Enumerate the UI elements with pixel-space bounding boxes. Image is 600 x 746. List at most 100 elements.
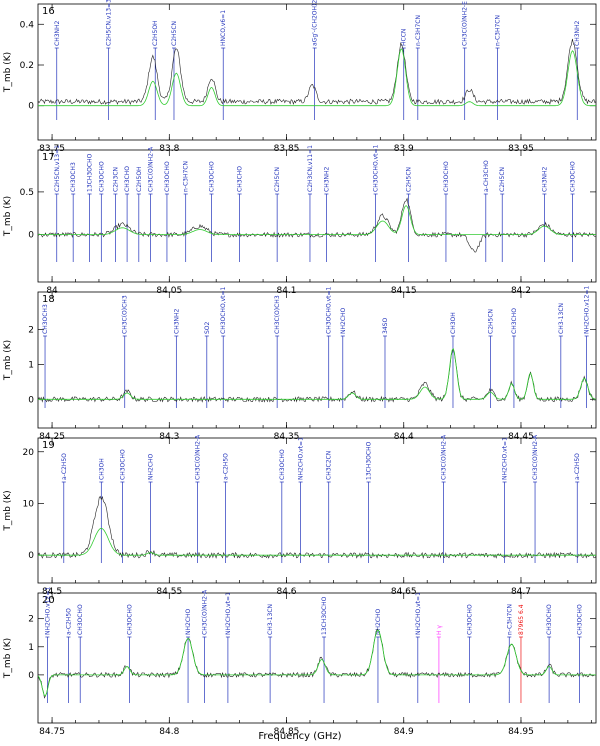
- line-marker-label: CH3C(O)CH3: [274, 295, 281, 334]
- observed-spectrum: [37, 348, 597, 403]
- line-marker-label: C2H5CN: [274, 167, 281, 192]
- line-marker-label: CH3OCHO: [126, 604, 133, 635]
- line-marker-label: aGg'-(CH2OH)2: [312, 0, 319, 46]
- y-tick-label: 0: [28, 671, 34, 681]
- line-marker-label: n-C3H7CN: [183, 161, 190, 192]
- x-tick-label: 84.3: [159, 432, 179, 442]
- y-axis-label: T_mb (K): [3, 638, 13, 679]
- line-marker-label: CH3OCHO: [77, 604, 84, 635]
- line-marker-label: a-C2H5O: [61, 453, 68, 480]
- line-marker-label: HNCO,v6=1: [220, 10, 227, 46]
- panel-18: 18 T_mb (K) 84.25 84.3 84.35 84.4 84.45 0 1 2 CH3O…: [3, 286, 597, 442]
- panel-frame: [37, 592, 597, 724]
- x-tick-label: 84.85: [274, 727, 300, 737]
- line-marker-label: HCCN: [401, 29, 408, 46]
- x-tick-label: 84.05: [156, 286, 182, 296]
- line-marker-label: NH2CHO,v12=1: [584, 286, 591, 334]
- line-marker-label: n-C3H7CN: [415, 15, 422, 46]
- line-marker-label: CH3OCHO: [98, 161, 105, 192]
- panel-16: 16 T_mb (K) 83.75 83.8 83.85 83.9 83.95 0 0.2 0.4…: [3, 0, 597, 154]
- y-axis-label: T_mb (K): [3, 196, 13, 237]
- panel-frame: [37, 149, 597, 283]
- x-tick-label: 84.5: [42, 587, 62, 597]
- line-marker-label: CH3NH2: [173, 308, 180, 334]
- panel-number: 16: [42, 6, 55, 17]
- line-marker-label: CH3NH2: [323, 166, 330, 192]
- x-tick-label: 84.4: [394, 432, 414, 442]
- line-marker-label: CH3OCHO: [279, 449, 286, 480]
- panel-number: 17: [42, 152, 55, 163]
- y-tick-label: 2: [28, 615, 34, 625]
- line-marker-label: 34SO: [382, 318, 389, 334]
- line-marker-label: a-C2H5O: [574, 453, 581, 480]
- line-marker-label: CH3OCHO,vt=1: [373, 144, 380, 192]
- line-marker-label: CH3C(O)NH2-A: [532, 434, 539, 480]
- x-tick-label: 84.7: [511, 587, 531, 597]
- line-marker-label: NH2CHO,vt=1: [415, 592, 422, 635]
- x-axis-label: Frequency (GHz): [258, 731, 341, 742]
- line-marker-label: C2H3CN: [112, 167, 119, 192]
- line-marker-label: a-C2H5O: [65, 608, 72, 635]
- x-tick-label: 84.8: [159, 727, 179, 737]
- y-tick-label: 10: [23, 500, 35, 510]
- line-marker-label: NH2CHO: [148, 453, 155, 480]
- panel-number: 18: [42, 294, 55, 305]
- line-marker-label: CH3-13CN: [558, 303, 565, 334]
- y-tick-label: 1: [28, 643, 34, 653]
- line-marker-label: NH2CHO,vt=1: [298, 437, 305, 480]
- line-marker-label: CH3OCHO: [546, 604, 553, 635]
- panel-20: 20 T_mb (K) 84.75 84.8 84.85 84.9 84.95 0 1 2 NH2C…: [3, 587, 597, 737]
- y-tick-label: 0.2: [20, 61, 34, 71]
- line-marker-label: 13CH3OCHO: [366, 441, 373, 480]
- model-spectrum: [37, 629, 596, 697]
- line-marker-label: H γ: [436, 625, 443, 635]
- x-tick-label: 84.1: [276, 286, 296, 296]
- x-tick-label: 84.2: [511, 286, 531, 296]
- x-tick-label: 84.55: [156, 587, 182, 597]
- line-marker-label: CH3OCHO,vt=1: [220, 286, 227, 334]
- line-marker-label: CH3CHO: [511, 308, 518, 334]
- model-spectrum: [38, 348, 597, 400]
- line-marker-label: CH3NH2: [574, 20, 581, 46]
- panel-number: 19: [42, 440, 55, 451]
- line-marker-label: C2H5OH: [136, 166, 143, 192]
- line-marker-label: CH3OCH3: [42, 304, 49, 334]
- line-marker-label: C2H5CN,v13=1: [54, 145, 61, 192]
- x-tick-label: 84.9: [394, 727, 414, 737]
- line-marker-label: NH2CHO,vt=1: [225, 592, 232, 635]
- x-tick-label: 84.35: [274, 432, 300, 442]
- line-marker-label: CH3C(O)NH2-A: [201, 589, 208, 635]
- line-marker-label: CH3NH2: [541, 166, 548, 192]
- y-axis-label: T_mb (K): [3, 52, 13, 93]
- panel-frame: [37, 291, 597, 429]
- line-marker-label: CH3C(O)NH2-A: [148, 146, 155, 192]
- x-tick-label: 84.95: [508, 727, 534, 737]
- y-tick-label: 0: [28, 551, 34, 561]
- line-marker-label: CH3-13CN: [267, 604, 274, 635]
- line-marker-label: C2H5CN: [171, 21, 178, 46]
- panel-number: 20: [42, 595, 55, 606]
- x-tick-label: 84: [46, 286, 58, 296]
- line-marker-label: CH3C(O)NH2-A: [441, 434, 448, 480]
- panel-frame: [37, 437, 597, 584]
- y-axis-label: T_mb (K): [3, 340, 13, 381]
- y-tick-label: 0: [28, 102, 34, 112]
- x-tick-label: 83.9: [394, 144, 414, 154]
- x-tick-label: 84.15: [391, 286, 417, 296]
- line-marker-label: NH2CHO,vt=1: [502, 437, 509, 480]
- line-marker-label: CH3OCHO: [443, 161, 450, 192]
- line-marker-label: C2H5CN: [487, 309, 494, 334]
- line-marker-label: 13CH3OCHO: [87, 153, 94, 192]
- line-marker-label: 13CH3OCHO: [321, 596, 328, 635]
- y-tick-label: 0: [28, 395, 34, 405]
- line-marker-label: C2H5OH: [152, 20, 159, 46]
- line-marker-label: CH3C(O)NH2-A: [194, 434, 201, 480]
- x-tick-label: 83.8: [159, 144, 179, 154]
- y-tick-label: 0.4: [20, 20, 35, 30]
- x-tick-label: 84.25: [39, 432, 65, 442]
- line-marker-label: n-C3H7CN: [506, 604, 513, 635]
- line-marker-label: CH3C(O)NH2-E: [462, 1, 469, 46]
- y-tick-label: 0.5: [20, 188, 34, 198]
- observed-spectrum: [37, 197, 597, 253]
